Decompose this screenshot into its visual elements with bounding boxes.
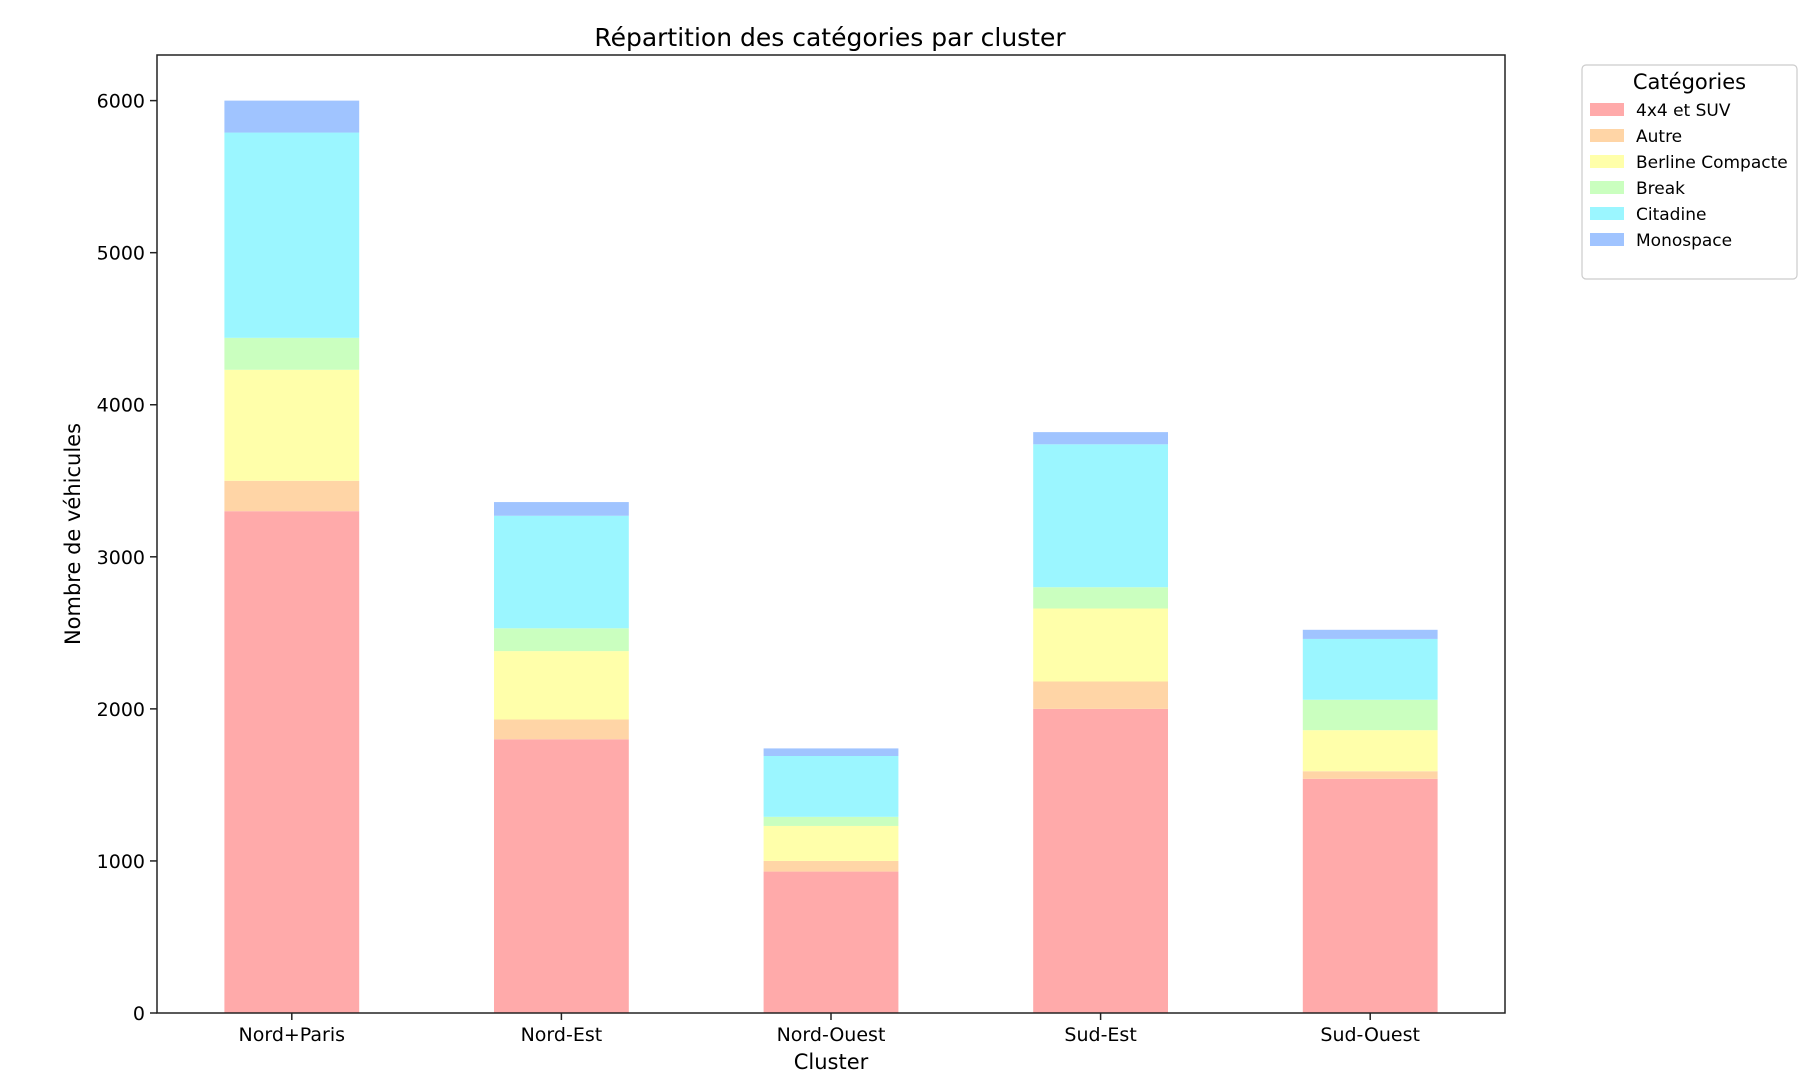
bar-segment-nord-ouest-citadine (763, 756, 899, 817)
bar-segment-sud-est-citadine (1033, 444, 1168, 588)
bar-segment-nord-est-autre (494, 719, 629, 740)
bar-segment-sud-est-4x4-et-suv (1033, 708, 1168, 1013)
legend-title: Catégories (1633, 70, 1746, 94)
bar-segment-nord-paris-break (224, 337, 360, 370)
legend-items: 4x4 et SUV Autre Berline Compacte Break Cita… (1590, 101, 1788, 251)
bar-segment-sud-ouest-citadine (1302, 638, 1438, 700)
legend-swatch (1590, 155, 1624, 168)
bar-segment-nord-ouest-monospace (763, 748, 899, 757)
axes-layer: 0 1000 2000 3000 4000 5000 6000 Nord+Paris Nord-… (97, 91, 1420, 1046)
y-tick-label: 4000 (97, 395, 145, 417)
x-tick-label: Nord-Ouest (777, 1024, 886, 1046)
y-tick-label: 6000 (97, 91, 145, 113)
bar-segment-nord-est-monospace (494, 502, 629, 516)
legend-swatch (1590, 129, 1624, 142)
x-tick-label: Nord+Paris (239, 1024, 346, 1046)
bar-segment-nord-ouest-break (763, 816, 899, 826)
bar-segment-nord-ouest-autre (763, 860, 899, 872)
legend-swatch (1590, 233, 1624, 246)
x-tick-label: Sud-Ouest (1320, 1024, 1420, 1046)
bar-segment-nord-est-berline-compacte (494, 651, 629, 720)
bars-layer (224, 100, 1438, 1013)
y-tick-label: 2000 (97, 699, 145, 721)
legend-label: Break (1636, 179, 1685, 199)
chart-title: Répartition des catégories par cluster (594, 23, 1066, 52)
legend-label: 4x4 et SUV (1636, 101, 1731, 121)
x-tick-label: Nord-Est (521, 1024, 603, 1046)
bar-segment-nord-est-citadine (494, 515, 629, 629)
bar-segment-nord-paris-berline-compacte (224, 369, 360, 481)
bar-segment-sud-ouest-autre (1302, 771, 1438, 779)
bar-segment-nord-est-4x4-et-suv (494, 739, 629, 1013)
bar-segment-sud-ouest-monospace (1302, 629, 1438, 639)
bar-segment-sud-est-monospace (1033, 432, 1168, 445)
x-axis-title: Cluster (794, 1050, 869, 1074)
y-tick-label: 5000 (97, 243, 145, 265)
bar-segment-sud-est-break (1033, 587, 1168, 609)
legend: Catégories 4x4 et SUV Autre Berline Compac… (1581, 64, 1798, 280)
x-tick-label: Sud-Est (1064, 1024, 1136, 1046)
bar-segment-nord-paris-4x4-et-suv (224, 511, 360, 1013)
y-tick-label: 1000 (97, 851, 145, 873)
legend-swatch (1590, 103, 1624, 116)
y-tick-label: 3000 (97, 547, 145, 569)
legend-label: Citadine (1636, 205, 1706, 225)
bar-segment-sud-ouest-berline-compacte (1302, 730, 1438, 772)
bar-segment-nord-paris-citadine (224, 132, 360, 338)
bar-segment-nord-ouest-4x4-et-suv (763, 871, 899, 1013)
bar-segment-sud-ouest-4x4-et-suv (1302, 778, 1438, 1013)
bar-segment-nord-paris-monospace (224, 100, 360, 133)
y-axis-title: Nombre de véhicules (61, 423, 85, 645)
y-tick-label: 0 (133, 1003, 145, 1025)
legend-box (1581, 64, 1798, 280)
bar-segment-nord-est-break (494, 628, 629, 652)
bar-segment-sud-est-berline-compacte (1033, 608, 1168, 682)
legend-swatch (1590, 207, 1624, 220)
legend-swatch (1590, 181, 1624, 194)
legend-label: Autre (1636, 127, 1682, 147)
bar-segment-sud-ouest-break (1302, 699, 1438, 731)
bar-segment-nord-paris-autre (224, 480, 360, 512)
legend-label: Monospace (1636, 231, 1732, 251)
bar-segment-sud-est-autre (1033, 681, 1168, 709)
legend-label: Berline Compacte (1636, 153, 1788, 173)
bar-segment-nord-ouest-berline-compacte (763, 825, 899, 861)
